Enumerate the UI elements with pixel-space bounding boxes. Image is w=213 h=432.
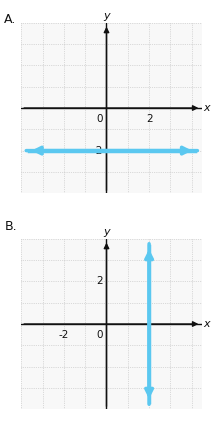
- Text: 2: 2: [146, 114, 153, 124]
- Text: 0: 0: [97, 114, 103, 124]
- Text: x: x: [203, 103, 210, 113]
- Text: y: y: [103, 11, 110, 21]
- Text: 0: 0: [97, 330, 103, 340]
- Text: 2: 2: [97, 276, 103, 286]
- Text: A.: A.: [4, 13, 17, 26]
- Text: x: x: [203, 319, 210, 329]
- Text: y: y: [103, 227, 110, 237]
- Text: B.: B.: [4, 220, 17, 233]
- Text: -2: -2: [93, 146, 103, 156]
- Text: -2: -2: [59, 330, 69, 340]
